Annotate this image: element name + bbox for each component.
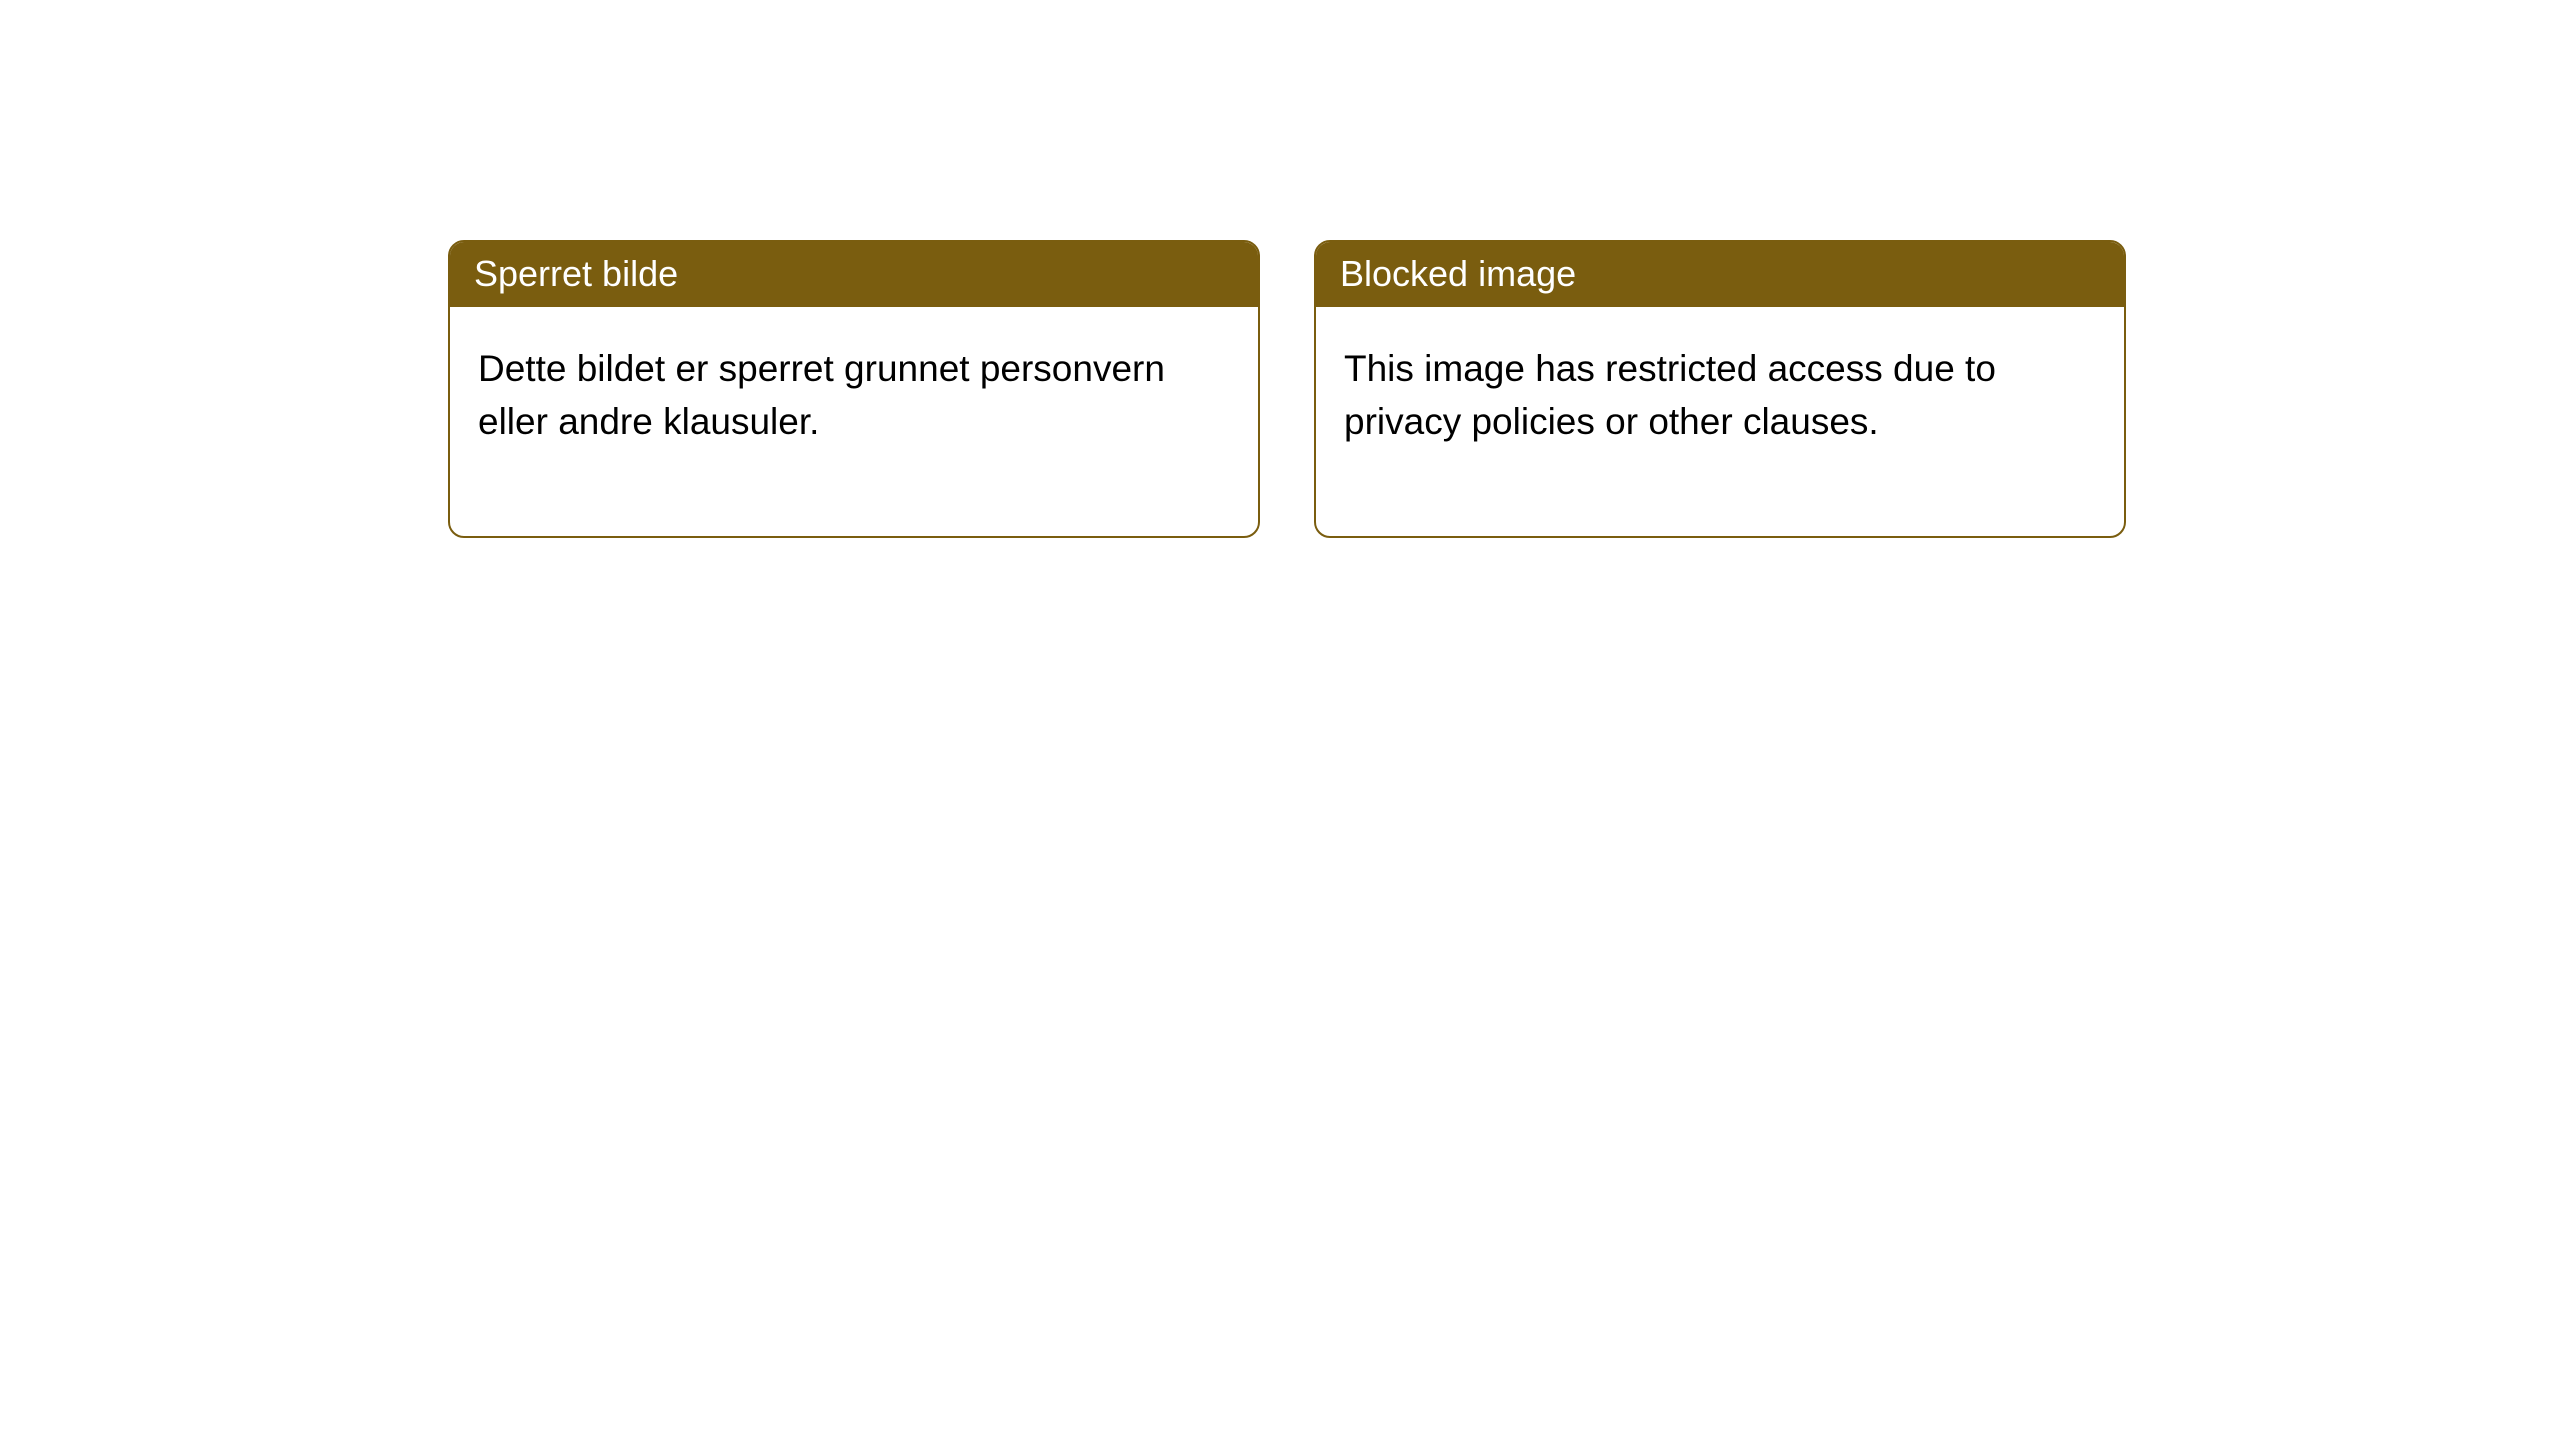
notice-header: Blocked image: [1316, 242, 2124, 307]
notice-card-english: Blocked image This image has restricted …: [1314, 240, 2126, 538]
notice-title: Blocked image: [1340, 253, 1576, 294]
notice-card-norwegian: Sperret bilde Dette bildet er sperret gr…: [448, 240, 1260, 538]
notice-header: Sperret bilde: [450, 242, 1258, 307]
notice-body-text: This image has restricted access due to …: [1344, 348, 1996, 442]
notice-body: This image has restricted access due to …: [1316, 307, 2124, 536]
notice-title: Sperret bilde: [474, 253, 678, 294]
notice-body: Dette bildet er sperret grunnet personve…: [450, 307, 1258, 536]
notice-body-text: Dette bildet er sperret grunnet personve…: [478, 348, 1165, 442]
notices-container: Sperret bilde Dette bildet er sperret gr…: [0, 0, 2560, 538]
